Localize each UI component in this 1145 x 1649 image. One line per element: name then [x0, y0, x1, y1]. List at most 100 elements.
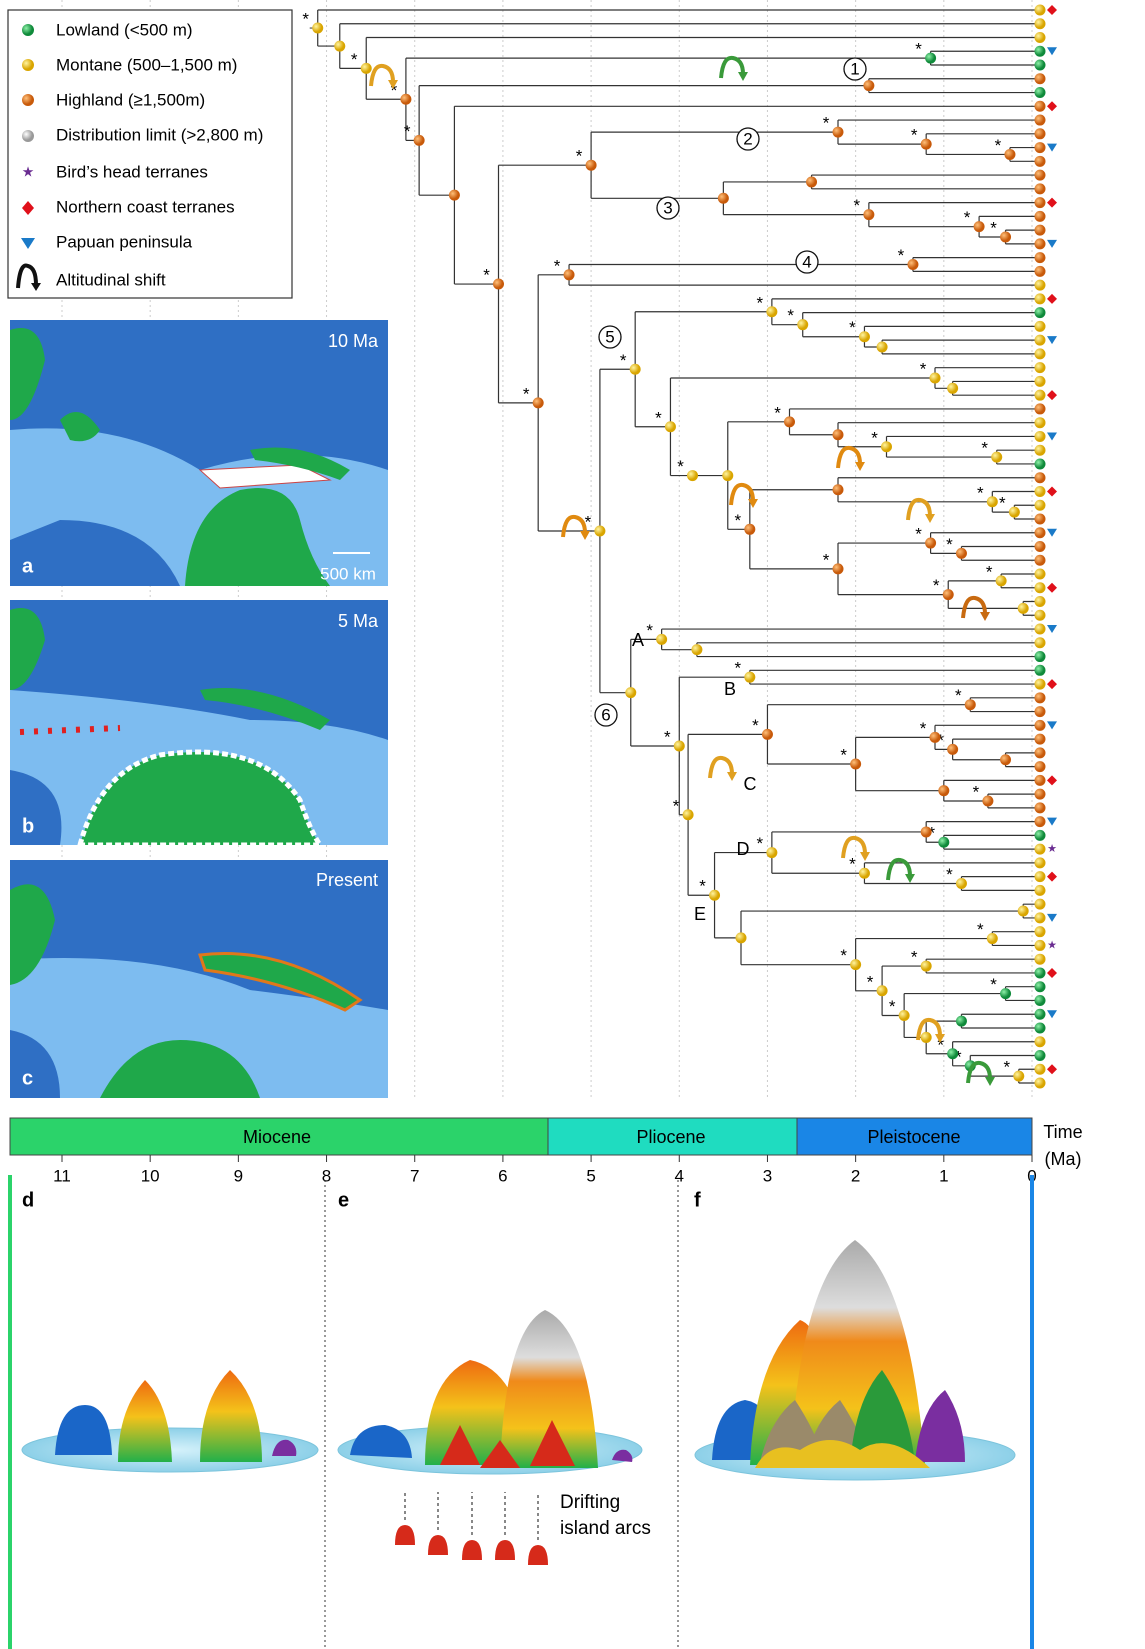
map-scale: 500 km	[320, 564, 376, 583]
tip	[1034, 871, 1046, 883]
map-c: Present c	[10, 860, 388, 1098]
epoch-label: Pleistocene	[867, 1127, 960, 1147]
tip	[1034, 18, 1046, 30]
altitudinal-shift	[961, 595, 987, 619]
tip	[1034, 857, 1046, 869]
support-marker: *	[849, 855, 856, 874]
tip	[1034, 541, 1046, 552]
map-arc	[19, 725, 121, 735]
support-marker: *	[867, 972, 874, 991]
node	[766, 306, 778, 318]
support-marker: *	[391, 81, 398, 100]
node	[1008, 506, 1020, 518]
epoch-bar	[9, 1117, 549, 1156]
support-marker: *	[999, 494, 1006, 513]
altitudinal-shift	[905, 874, 915, 883]
node	[687, 470, 698, 482]
tip	[1034, 73, 1046, 85]
legend-label: Altitudinal shift	[56, 270, 166, 289]
clade-label: 6	[601, 705, 610, 724]
map-land	[76, 749, 325, 848]
tip	[1034, 953, 1046, 965]
altitudinal-shift	[708, 755, 734, 779]
terrane-marker	[1047, 486, 1057, 497]
support-marker: *	[986, 562, 993, 581]
clade-label: 4	[802, 252, 811, 271]
tip	[1034, 898, 1046, 910]
tip	[1034, 265, 1046, 277]
mountain	[118, 1380, 172, 1462]
altitudinal-shift	[906, 497, 932, 521]
terrane-marker: ★	[1047, 939, 1057, 951]
altitudinal-shift	[748, 499, 758, 508]
node	[876, 985, 888, 997]
node	[682, 809, 694, 821]
tip	[1034, 155, 1046, 167]
map-land	[10, 328, 45, 420]
tip	[1034, 169, 1046, 181]
terrane-marker	[1047, 47, 1057, 56]
support-marker: *	[576, 147, 583, 166]
altitudinal-shift	[738, 72, 748, 81]
tip	[1034, 375, 1046, 387]
tip	[1034, 926, 1046, 938]
node	[1004, 148, 1016, 160]
tip	[1034, 939, 1046, 951]
node	[832, 563, 844, 575]
support-marker: *	[823, 114, 830, 133]
tip	[1034, 1049, 1046, 1061]
support-marker: *	[854, 196, 861, 215]
tip	[1034, 816, 1046, 828]
mountain	[200, 1370, 262, 1462]
map-land	[200, 688, 330, 730]
node	[881, 441, 892, 453]
tip	[1034, 210, 1046, 222]
scenario-panels: d e f Drifting island arcs	[8, 1175, 1034, 1649]
lineage-label: D	[737, 839, 750, 859]
tip	[1034, 719, 1046, 731]
tip	[1034, 485, 1046, 497]
map-shelf	[10, 958, 388, 1098]
node	[334, 40, 346, 52]
tip	[1034, 1022, 1046, 1034]
support-marker: *	[915, 525, 922, 544]
node	[312, 22, 324, 34]
mountain	[500, 1310, 598, 1468]
node	[964, 699, 976, 711]
tip	[1034, 59, 1046, 71]
legend-label: Distribution limit (>2,800 m)	[56, 125, 263, 144]
volcano	[440, 1420, 575, 1468]
support-marker: *	[646, 621, 653, 640]
node	[717, 192, 729, 204]
panel-label: d	[22, 1189, 34, 1211]
terrane-marker	[1047, 293, 1057, 304]
tip	[1034, 100, 1046, 112]
support-marker: *	[585, 512, 592, 531]
tip	[1034, 458, 1046, 470]
tip	[1034, 183, 1046, 195]
tip	[1034, 362, 1046, 374]
node	[1000, 988, 1012, 1000]
axis-label: Time	[1043, 1122, 1082, 1142]
clade-circle	[656, 196, 680, 220]
tip	[1034, 472, 1046, 484]
map-land	[250, 447, 350, 480]
tip	[1034, 1036, 1046, 1048]
node	[898, 1010, 910, 1022]
support-marker: *	[889, 997, 896, 1016]
legend: ★ Lowland (<500 m) Montane (500–1,500 m)…	[7, 9, 293, 299]
support-marker: *	[937, 731, 944, 750]
panel-label: f	[694, 1189, 701, 1211]
support-marker: *	[937, 1035, 944, 1054]
node	[955, 1015, 967, 1027]
support-marker: *	[673, 796, 680, 815]
node	[929, 731, 941, 743]
legend-icon	[22, 24, 34, 36]
node	[691, 644, 703, 656]
altitudinal-shift	[980, 612, 990, 621]
support-marker: *	[554, 256, 561, 275]
tip	[1034, 967, 1046, 979]
support-marker: *	[351, 50, 358, 69]
epoch-label: Miocene	[243, 1127, 311, 1147]
node	[947, 1048, 959, 1060]
